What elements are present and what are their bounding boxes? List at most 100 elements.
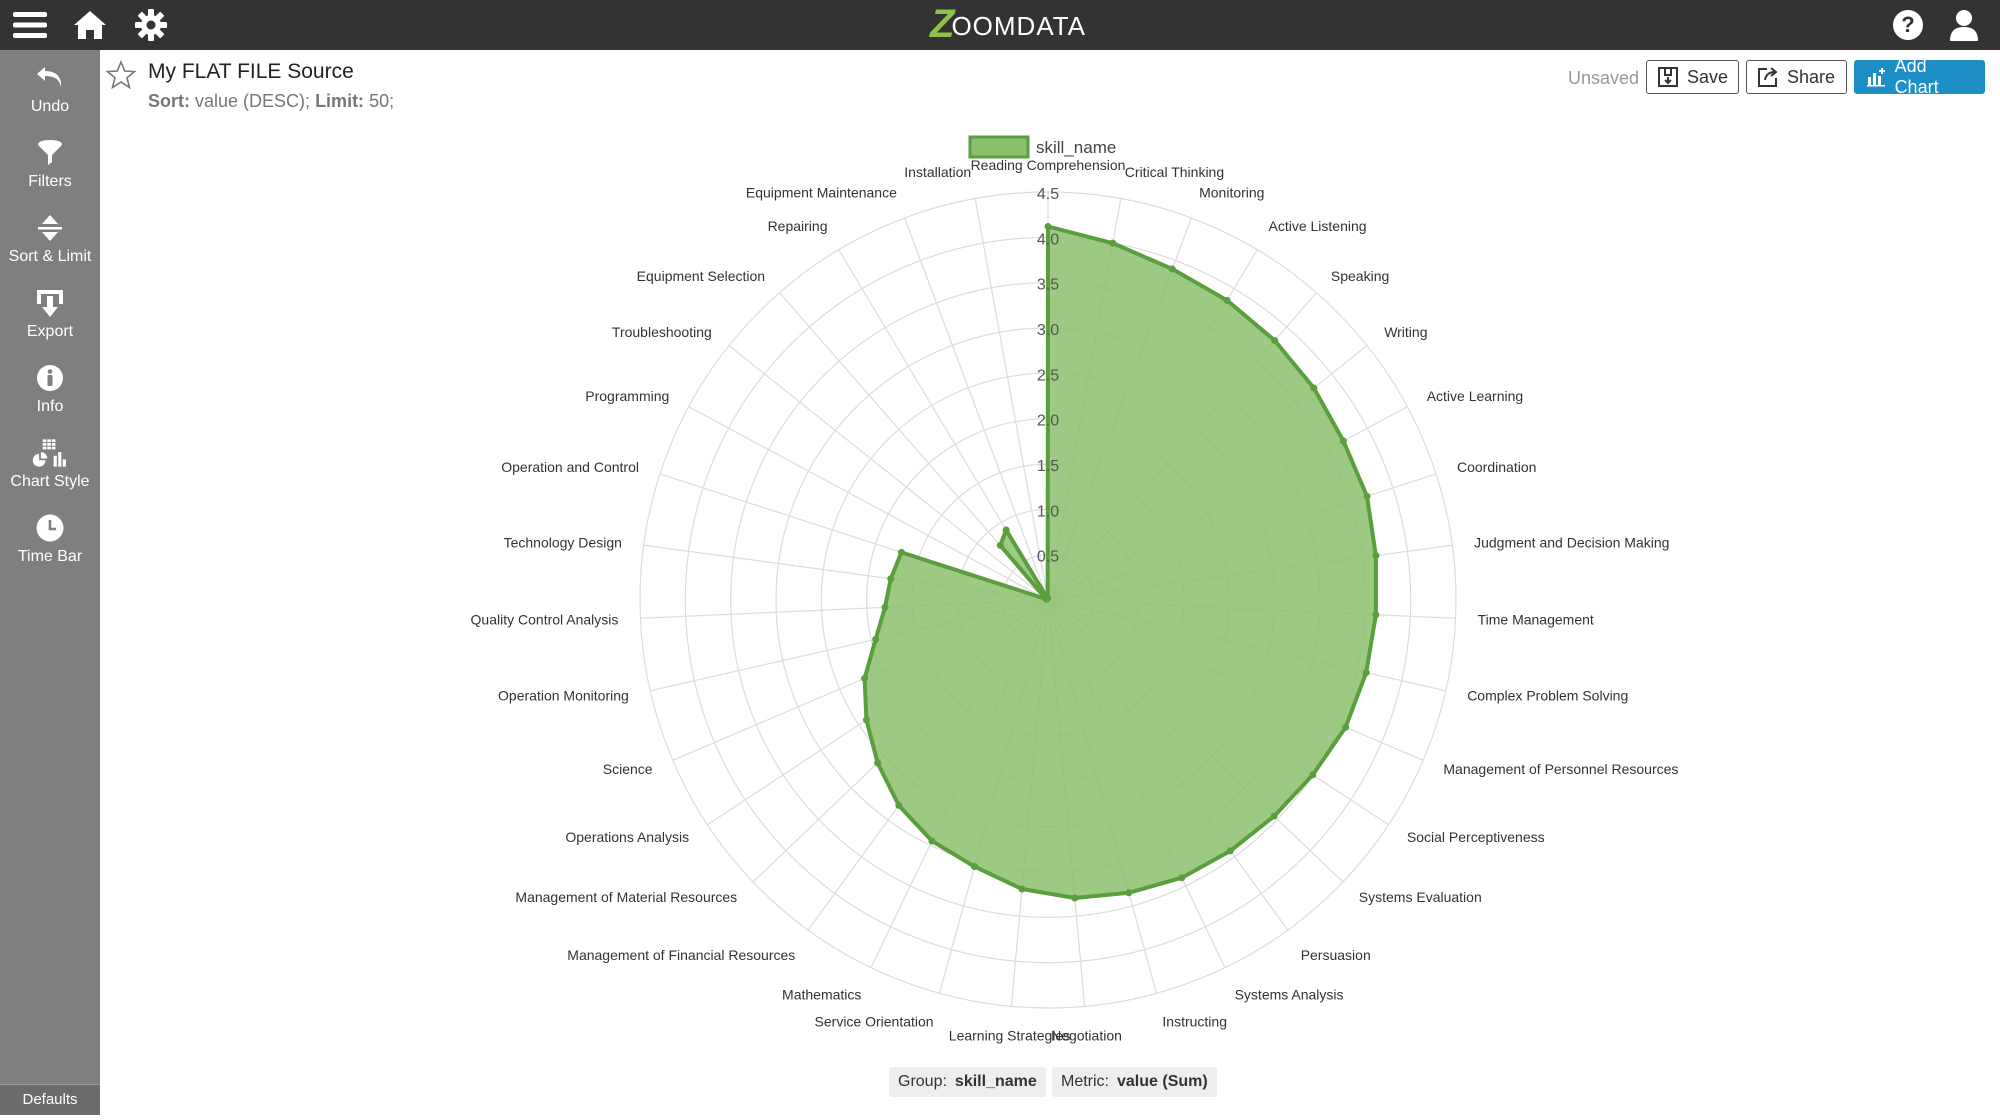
hamburger-icon[interactable]: [10, 6, 50, 44]
sidebar-item-label: Export: [26, 323, 74, 340]
category-label: Operation Monitoring: [498, 688, 629, 704]
tick-label: 3.5: [1037, 277, 1059, 294]
sidebar-item-filters[interactable]: Filters: [0, 131, 100, 203]
group-pill[interactable]: Group: skill_name: [889, 1067, 1046, 1097]
data-point[interactable]: [1044, 594, 1052, 602]
share-button-label: Share: [1787, 66, 1836, 87]
data-point[interactable]: [1223, 296, 1231, 304]
svg-text:?: ?: [1901, 12, 1914, 37]
data-point[interactable]: [1071, 894, 1079, 902]
sidebar-item-sort-limit[interactable]: Sort & Limit: [0, 206, 100, 278]
data-point[interactable]: [996, 541, 1004, 549]
user-icon[interactable]: [1944, 6, 1984, 44]
category-label: Equipment Maintenance: [746, 184, 897, 200]
data-point[interactable]: [1125, 889, 1133, 897]
category-label: Repairing: [768, 218, 828, 234]
data-point[interactable]: [1226, 847, 1234, 855]
tick-label: 4.0: [1037, 231, 1059, 248]
sidebar-item-undo[interactable]: Undo: [0, 56, 100, 128]
limit-value: 50;: [369, 91, 395, 111]
data-point[interactable]: [1270, 812, 1278, 820]
sidebar-item-label: Undo: [30, 98, 70, 115]
add-chart-button[interactable]: Add Chart: [1854, 56, 1985, 97]
data-point[interactable]: [1002, 526, 1010, 534]
category-labels: Reading Comprehension Critical Thinking Mo…: [471, 157, 1679, 1043]
add-chart-icon: [1865, 66, 1887, 88]
data-point[interactable]: [1178, 874, 1186, 882]
category-label: Judgment and Decision Making: [1474, 534, 1669, 550]
group-label: Group:: [898, 1073, 947, 1090]
category-label: Negotiation: [1051, 1027, 1122, 1043]
category-label: Writing: [1384, 324, 1427, 340]
data-point[interactable]: [970, 863, 978, 871]
save-button-label: Save: [1687, 66, 1729, 87]
tick-label: 1.0: [1037, 503, 1059, 520]
data-point[interactable]: [1362, 669, 1370, 677]
sidebar-item-chart-style[interactable]: Chart Style: [0, 431, 100, 503]
category-label: Time Management: [1478, 611, 1594, 627]
metric-value: value (Sum): [1117, 1073, 1208, 1090]
add-chart-button-label: Add Chart: [1894, 56, 1939, 97]
data-point[interactable]: [1339, 437, 1347, 445]
limit-label: Limit:: [315, 91, 365, 111]
data-point[interactable]: [1342, 723, 1350, 731]
data-point[interactable]: [1044, 222, 1052, 230]
share-icon: [1757, 66, 1779, 88]
metric-label: Metric:: [1061, 1073, 1109, 1090]
data-point[interactable]: [1363, 492, 1371, 500]
sidebar-item-time-bar[interactable]: Time Bar: [0, 506, 100, 578]
grid-spoke: [974, 198, 1049, 601]
data-point[interactable]: [872, 635, 880, 643]
metric-pill[interactable]: Metric: value (Sum): [1052, 1067, 1217, 1097]
data-point[interactable]: [1109, 239, 1117, 247]
sort-label: Sort:: [148, 91, 190, 111]
data-point[interactable]: [1271, 337, 1279, 345]
category-label: Critical Thinking: [1125, 164, 1224, 180]
home-icon[interactable]: [70, 6, 110, 44]
undo-icon: [30, 60, 70, 96]
data-point[interactable]: [895, 801, 903, 809]
data-point[interactable]: [1018, 885, 1026, 893]
favorite-star-icon[interactable]: [105, 59, 137, 90]
data-point[interactable]: [1372, 611, 1380, 619]
filter-icon: [30, 135, 70, 171]
data-point[interactable]: [1168, 265, 1176, 273]
data-point[interactable]: [1372, 552, 1380, 560]
data-point[interactable]: [874, 759, 882, 767]
gear-icon[interactable]: [131, 6, 171, 44]
category-label: Reading Comprehension: [971, 157, 1126, 173]
category-label: Quality Control Analysis: [471, 611, 619, 627]
category-label: Coordination: [1457, 459, 1536, 475]
sidebar-item-export[interactable]: Export: [0, 281, 100, 353]
data-point[interactable]: [881, 603, 889, 611]
save-button[interactable]: Save: [1646, 60, 1739, 94]
data-point[interactable]: [897, 548, 905, 556]
data-point[interactable]: [861, 674, 869, 682]
category-label: Management of Personnel Resources: [1443, 761, 1678, 777]
defaults-button[interactable]: Defaults: [0, 1084, 100, 1115]
data-point[interactable]: [1309, 771, 1317, 779]
sidebar-item-label: Filters: [28, 173, 72, 190]
legend-label: skill_name: [1036, 138, 1116, 157]
category-label: Active Listening: [1269, 218, 1367, 234]
data-point[interactable]: [862, 716, 870, 724]
sidebar-item-info[interactable]: Info: [0, 356, 100, 428]
category-label: Instructing: [1162, 1014, 1227, 1030]
grid-spoke: [688, 406, 1049, 601]
sidebar-item-label: Info: [36, 398, 64, 415]
sort-icon: [30, 210, 70, 246]
sort-value: value (DESC);: [195, 91, 311, 111]
data-point[interactable]: [1310, 384, 1318, 392]
tick-label: 2.5: [1037, 367, 1059, 384]
category-label: Programming: [585, 388, 669, 404]
sidebar: Undo Filters Sort & Limit Export Info Ch…: [0, 50, 100, 1115]
category-label: Learning Strategies: [949, 1027, 1070, 1043]
legend[interactable]: skill_name: [968, 135, 1116, 159]
data-point[interactable]: [887, 575, 895, 583]
help-icon[interactable]: ?: [1888, 6, 1928, 44]
chart-style-icon: [30, 435, 70, 471]
group-value: skill_name: [954, 1073, 1037, 1090]
data-point[interactable]: [928, 837, 936, 845]
share-button[interactable]: Share: [1746, 60, 1847, 94]
